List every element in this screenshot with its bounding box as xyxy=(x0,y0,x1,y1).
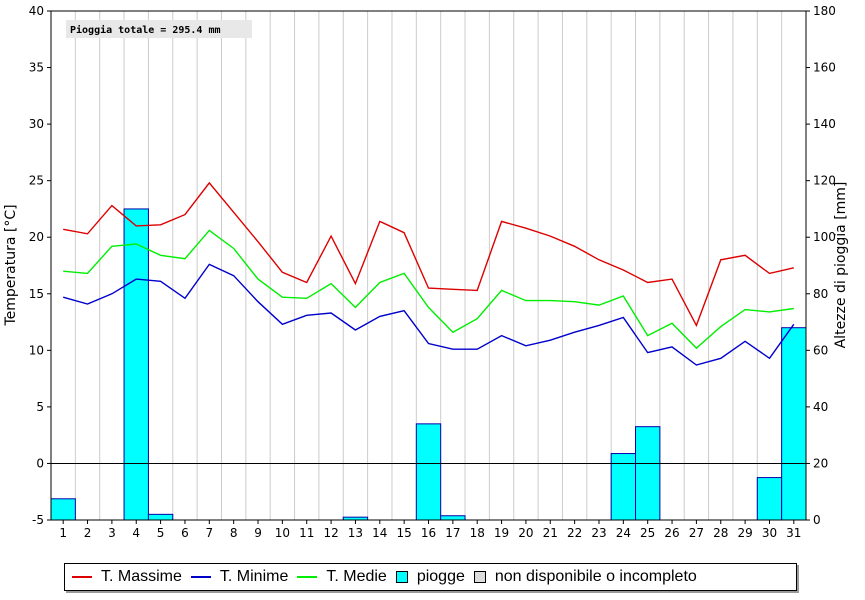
legend-item-non-disponibile-o-incompleto: non disponibile o incompleto xyxy=(473,568,697,586)
legend-item-t-minime: T. Minime xyxy=(190,568,289,586)
legend-swatch xyxy=(190,576,211,578)
right-tick-label: 180 xyxy=(813,4,836,18)
x-tick-label: 29 xyxy=(737,526,752,540)
left-tick-label: 0 xyxy=(36,456,44,470)
x-tick-label: 16 xyxy=(421,526,436,540)
x-tick-label: 5 xyxy=(157,526,165,540)
legend-swatch xyxy=(473,571,486,583)
left-tick-label: 25 xyxy=(29,174,44,188)
x-tick-label: 4 xyxy=(132,526,140,540)
legend-item-t-massime: T. Massime xyxy=(72,568,182,586)
legend-item-t-medie: T. Medie xyxy=(297,568,387,586)
x-tick-label: 28 xyxy=(713,526,728,540)
x-tick-label: 3 xyxy=(108,526,116,540)
x-tick-label: 13 xyxy=(348,526,363,540)
left-tick-label: 5 xyxy=(36,400,44,414)
x-tick-label: 11 xyxy=(299,526,314,540)
x-tick-label: 27 xyxy=(689,526,704,540)
rain-bar xyxy=(50,498,76,521)
right-tick-label: 20 xyxy=(813,456,828,470)
rain-bar xyxy=(610,453,637,521)
rain-bar xyxy=(635,426,661,521)
annotation-text: Pioggia totale = 295.4 mm xyxy=(70,24,221,36)
right-tick-label: 100 xyxy=(813,230,836,244)
rain-bar xyxy=(756,477,783,521)
legend-item-piogge: piogge xyxy=(395,568,465,586)
left-tick-label: 10 xyxy=(29,343,44,357)
annotation-box xyxy=(66,20,252,38)
legend-label: T. Medie xyxy=(326,568,387,585)
x-tick-label: 12 xyxy=(323,526,338,540)
right-tick-label: 140 xyxy=(813,117,836,131)
left-tick-label: 15 xyxy=(29,287,44,301)
right-tick-label: 160 xyxy=(813,61,836,75)
series-line-t-massime xyxy=(63,181,794,328)
legend: T. Massime T. Minime T. Medie piogge non dis… xyxy=(64,563,797,591)
temperature-lines xyxy=(63,181,795,366)
axes: -505101520253035400204060801001201401601… xyxy=(29,4,836,540)
x-tick-label: 19 xyxy=(494,526,509,540)
x-tick-label: 10 xyxy=(275,526,290,540)
series-line-t-minime xyxy=(63,263,795,366)
left-tick-label: 20 xyxy=(29,230,44,244)
legend-label: T. Massime xyxy=(101,568,182,585)
x-tick-label: 2 xyxy=(84,526,92,540)
x-tick-label: 21 xyxy=(543,526,558,540)
rain-bar xyxy=(123,208,149,521)
left-tick-label: 35 xyxy=(29,61,44,75)
x-tick-label: 15 xyxy=(397,526,412,540)
right-tick-label: 80 xyxy=(813,287,828,301)
x-tick-label: 30 xyxy=(762,526,777,540)
legend-label: T. Minime xyxy=(219,568,289,585)
legend-swatch xyxy=(72,576,92,578)
legend-label: non disponibile o incompleto xyxy=(494,568,697,585)
legend-swatch xyxy=(297,576,318,578)
x-tick-label: 24 xyxy=(616,526,631,540)
left-axis-title: Temperatura [°C] xyxy=(3,204,19,326)
x-tick-label: 18 xyxy=(470,526,485,540)
right-tick-label: 40 xyxy=(813,400,828,414)
left-tick-label: -5 xyxy=(32,513,44,527)
series-line-t-medie xyxy=(63,229,794,350)
x-tick-label: 9 xyxy=(254,526,262,540)
x-tick-label: 31 xyxy=(786,526,801,540)
x-tick-label: 17 xyxy=(445,526,460,540)
x-tick-label: 25 xyxy=(640,526,655,540)
x-tick-label: 6 xyxy=(181,526,189,540)
grid-lines xyxy=(74,11,783,520)
x-tick-label: 7 xyxy=(205,526,213,540)
x-tick-label: 8 xyxy=(230,526,238,540)
rain-bar xyxy=(147,513,174,521)
legend-swatch xyxy=(395,571,408,583)
right-tick-label: 60 xyxy=(813,343,828,357)
right-tick-label: 120 xyxy=(813,174,836,188)
left-tick-label: 40 xyxy=(29,4,44,18)
x-tick-label: 23 xyxy=(591,526,606,540)
rain-bar xyxy=(781,327,807,521)
x-tick-label: 1 xyxy=(59,526,67,540)
rain-bars xyxy=(50,208,807,521)
right-axis-title: Altezze di pioggia [mm] xyxy=(833,182,849,349)
rain-bar xyxy=(440,515,466,521)
x-tick-label: 26 xyxy=(664,526,679,540)
right-tick-label: 0 xyxy=(813,513,821,527)
legend-label: piogge xyxy=(416,568,465,585)
left-tick-label: 30 xyxy=(29,117,44,131)
x-tick-label: 22 xyxy=(567,526,582,540)
x-tick-label: 14 xyxy=(372,526,387,540)
total-rain-annotation: Pioggia totale = 295.4 mm xyxy=(66,20,252,38)
rain-bar xyxy=(415,423,442,521)
x-tick-label: 20 xyxy=(518,526,533,540)
